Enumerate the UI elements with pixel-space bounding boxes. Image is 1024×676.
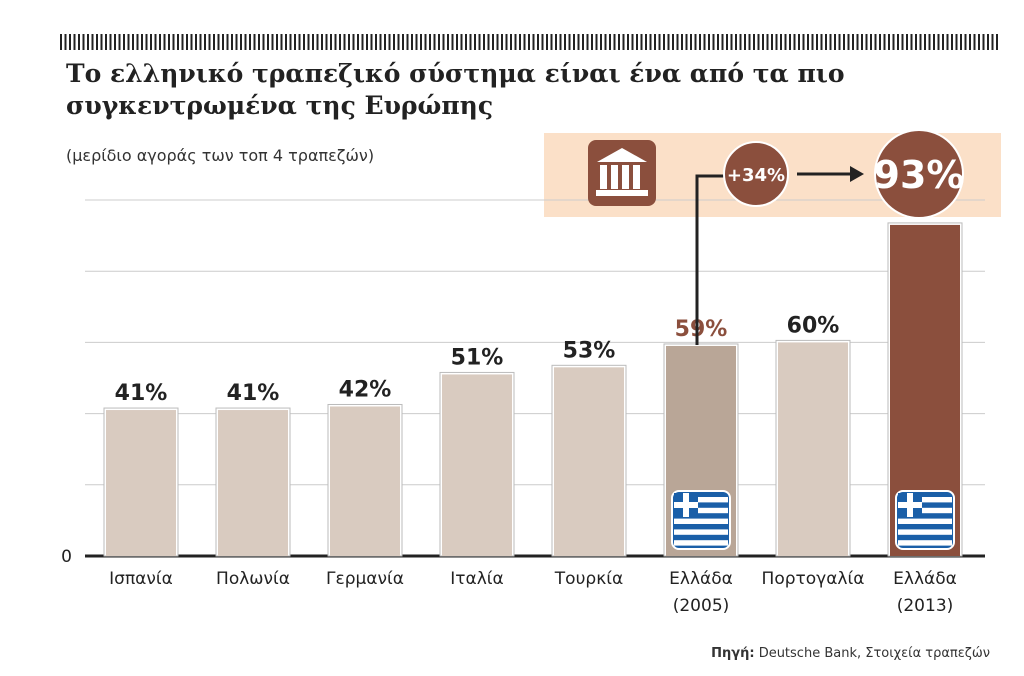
data-label: 59%	[675, 317, 728, 342]
flag-stripe	[674, 529, 728, 535]
category-label: Γερμανία	[326, 569, 404, 589]
bank-column	[600, 165, 607, 189]
bar	[442, 374, 512, 556]
data-label: 60%	[787, 313, 840, 338]
bar	[554, 367, 624, 556]
bank-base	[596, 190, 648, 196]
change-circle	[723, 141, 789, 207]
category-label: Ισπανία	[109, 569, 173, 589]
category-label: Ελλάδα	[669, 569, 733, 589]
data-label: 51%	[451, 345, 504, 370]
source-note: Πηγή: Deutsche Bank, Στοιχεία τραπεζών	[711, 646, 990, 661]
flag-stripe	[674, 540, 728, 546]
flag-stripe	[674, 497, 728, 503]
bar	[778, 342, 848, 556]
bank-roof	[597, 148, 647, 162]
category-label: (2013)	[897, 596, 954, 616]
flag-cross	[674, 502, 698, 508]
chart-subtitle: (μερίδιο αγοράς των τοπ 4 τραπεζών)	[66, 146, 375, 165]
data-label: 41%	[227, 381, 280, 406]
chart-title: Το ελληνικό τραπεζικό σύστημα είναι ένα …	[66, 59, 845, 120]
flag-cross	[898, 502, 922, 508]
flag-stripe	[674, 518, 728, 524]
bank-column	[633, 165, 640, 189]
category-label: Πορτογαλία	[762, 569, 865, 589]
bar	[330, 406, 400, 556]
flag-stripe	[898, 507, 952, 514]
source-label: Πηγή:	[711, 646, 755, 661]
flag-stripe	[898, 540, 952, 546]
arrow-head	[850, 166, 864, 182]
bar	[218, 410, 288, 556]
category-label: Τουρκία	[554, 569, 623, 589]
header-stripes	[60, 34, 998, 50]
y-tick-label: 0	[61, 547, 72, 567]
flag-stripe	[898, 497, 952, 503]
category-label: Πολωνία	[216, 569, 290, 589]
flag-stripe	[674, 507, 728, 514]
bank-column	[611, 165, 618, 189]
final-label: 93%	[874, 153, 965, 197]
data-label: 41%	[115, 381, 168, 406]
data-label: 42%	[339, 377, 392, 402]
category-label: Ιταλία	[450, 569, 503, 589]
connector-line	[695, 174, 724, 345]
source-text: Deutsche Bank, Στοιχεία τραπεζών	[758, 646, 990, 661]
data-label: 53%	[563, 338, 616, 363]
bar	[106, 410, 176, 556]
change-label: +34%	[727, 165, 785, 186]
final-circle	[874, 129, 964, 219]
category-label: (2005)	[673, 596, 730, 616]
category-label: Ελλάδα	[893, 569, 957, 589]
bank-column	[622, 165, 629, 189]
flag-stripe	[898, 518, 952, 524]
flag-stripe	[898, 529, 952, 535]
